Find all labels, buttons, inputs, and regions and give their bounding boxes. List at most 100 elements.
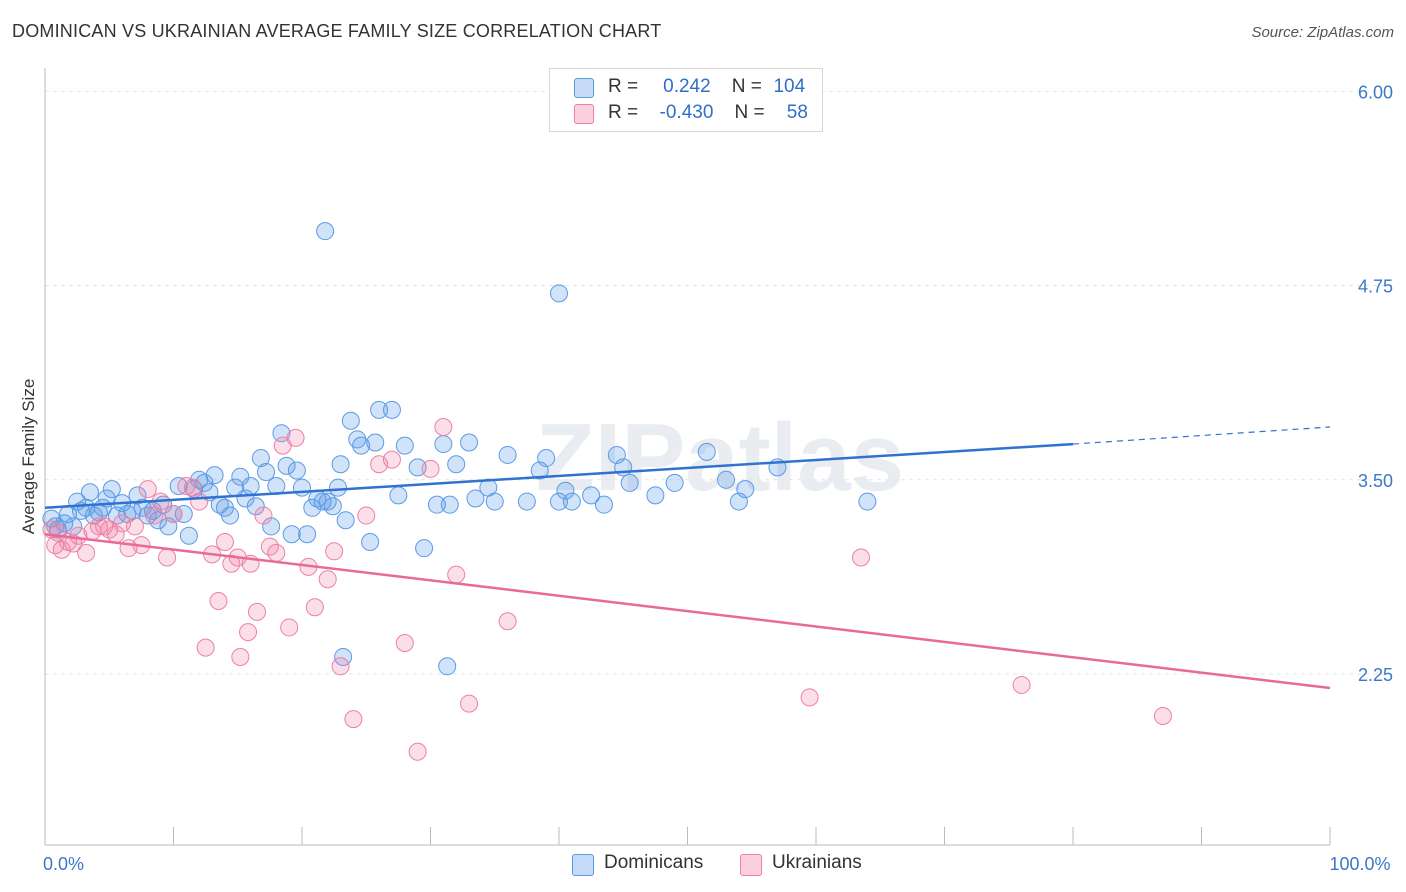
data-point <box>257 463 276 482</box>
legend-n-value: 58 <box>786 102 808 123</box>
data-point <box>851 548 870 567</box>
data-point <box>277 456 296 475</box>
data-point <box>318 570 337 589</box>
data-point <box>594 495 613 514</box>
data-point <box>331 657 350 676</box>
y-tick-label: 6.00 <box>1358 82 1393 102</box>
trend-line-dominicans <box>44 442 1074 510</box>
data-point <box>447 565 466 584</box>
legend-r-value: 0.242 <box>663 76 711 97</box>
legend-swatch-dominicans <box>574 78 594 98</box>
legend-row-ukrainians: R = -0.430 N = 58 <box>550 101 822 127</box>
data-point <box>293 478 311 497</box>
x-tick-label: 100.0% <box>1329 854 1390 874</box>
data-point <box>313 492 332 511</box>
data-point <box>460 694 479 713</box>
data-point <box>251 449 270 468</box>
labels-layer: 2.25 3.50 4.75 6.00 0.0% 100.0% Average Family… <box>19 82 1393 874</box>
bottom-legend-label: Dominicans <box>604 852 704 873</box>
data-point <box>408 458 427 477</box>
data-point <box>221 506 240 525</box>
legend-n-value: 104 <box>773 76 806 97</box>
data-point <box>325 542 344 561</box>
data-point <box>205 466 224 485</box>
data-point <box>717 470 736 489</box>
data-point <box>298 525 317 544</box>
data-point <box>287 461 306 480</box>
data-point <box>138 480 157 499</box>
legend-n-label: N = <box>734 102 765 123</box>
data-point <box>174 504 193 523</box>
data-point <box>158 548 177 567</box>
legend-r-value: -0.430 <box>659 102 714 123</box>
data-point <box>280 618 299 637</box>
data-point <box>1153 707 1172 726</box>
data-point <box>361 532 380 551</box>
data-point <box>102 480 121 499</box>
data-point <box>336 511 355 530</box>
data-point <box>177 477 196 496</box>
data-point <box>447 455 466 474</box>
data-point <box>498 445 517 464</box>
data-point <box>215 532 234 551</box>
data-point <box>77 543 96 562</box>
data-point <box>254 506 273 525</box>
data-point <box>195 473 214 492</box>
trend-line-ukrainians <box>44 532 1331 690</box>
data-point <box>646 486 665 505</box>
x-tick-label: 0.0% <box>43 854 84 874</box>
data-point <box>169 477 188 496</box>
data-point <box>239 623 258 642</box>
chart-title: DOMINICAN VS UKRAINIAN AVERAGE FAMILY SI… <box>12 21 662 41</box>
data-point <box>246 497 265 516</box>
data-point <box>421 459 440 478</box>
data-point <box>665 473 684 492</box>
data-point <box>858 492 877 511</box>
data-point <box>382 400 401 419</box>
data-point <box>466 489 485 508</box>
data-point <box>179 526 198 545</box>
data-point <box>286 428 305 447</box>
series-ukrainians <box>42 417 1172 761</box>
data-point <box>800 688 819 707</box>
data-point <box>344 710 363 729</box>
data-point <box>303 498 322 517</box>
data-point <box>231 647 250 666</box>
data-point <box>427 495 446 514</box>
data-point <box>316 222 335 241</box>
data-point <box>89 517 108 536</box>
data-point <box>582 486 601 505</box>
data-point <box>248 602 267 621</box>
data-point <box>550 492 568 511</box>
data-point <box>736 480 755 499</box>
y-tick-label: 2.25 <box>1358 665 1393 685</box>
data-point <box>370 400 389 419</box>
data-point <box>517 492 536 511</box>
legend-r-label: R = <box>608 76 639 97</box>
data-point <box>389 486 408 505</box>
trend-line-extension <box>1072 426 1331 445</box>
y-tick-label: 3.50 <box>1358 471 1393 491</box>
y-axis-label: Average Family Size <box>19 379 38 535</box>
bottom-legend-swatch-dominicans <box>572 854 594 876</box>
grid-layer <box>45 90 1392 675</box>
data-point <box>357 506 376 525</box>
data-point <box>125 517 144 536</box>
data-point <box>537 449 556 468</box>
data-point <box>241 477 260 496</box>
data-point <box>366 433 385 452</box>
data-point <box>305 598 324 617</box>
data-point <box>231 467 250 486</box>
data-point <box>164 504 183 523</box>
data-point <box>69 526 88 545</box>
data-point <box>498 612 517 631</box>
data-point <box>395 436 414 455</box>
bottom-legend-label: Ukrainians <box>772 852 862 873</box>
data-point <box>1012 675 1031 694</box>
data-point <box>434 417 453 436</box>
data-point <box>415 539 434 558</box>
data-point <box>620 473 639 492</box>
data-point <box>550 284 568 303</box>
data-point <box>80 483 99 502</box>
data-point <box>697 442 716 461</box>
